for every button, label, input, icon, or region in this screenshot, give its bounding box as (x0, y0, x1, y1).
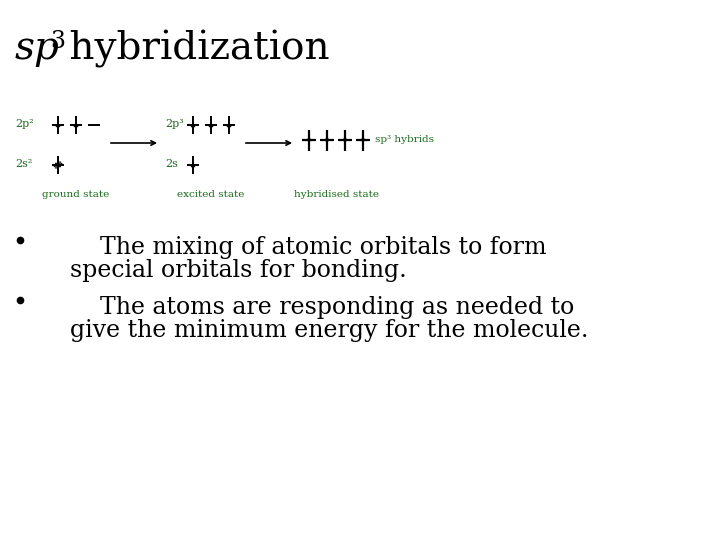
Text: 2p²: 2p² (15, 119, 34, 129)
Text: 2s: 2s (165, 159, 178, 169)
Text: hybridization: hybridization (57, 30, 330, 68)
Text: 3: 3 (50, 30, 65, 53)
Text: hybridised state: hybridised state (294, 190, 379, 199)
Text: ground state: ground state (42, 190, 109, 199)
Text: 2p³: 2p³ (165, 119, 184, 129)
Text: special orbitals for bonding.: special orbitals for bonding. (40, 259, 407, 282)
Text: The mixing of atomic orbitals to form: The mixing of atomic orbitals to form (40, 236, 546, 259)
Text: give the minimum energy for the molecule.: give the minimum energy for the molecule… (40, 319, 588, 342)
Text: sp³ hybrids: sp³ hybrids (375, 134, 434, 144)
Text: 2s²: 2s² (15, 159, 32, 169)
Text: excited state: excited state (177, 190, 245, 199)
Text: sp: sp (15, 30, 60, 67)
Text: The atoms are responding as needed to: The atoms are responding as needed to (40, 296, 575, 319)
